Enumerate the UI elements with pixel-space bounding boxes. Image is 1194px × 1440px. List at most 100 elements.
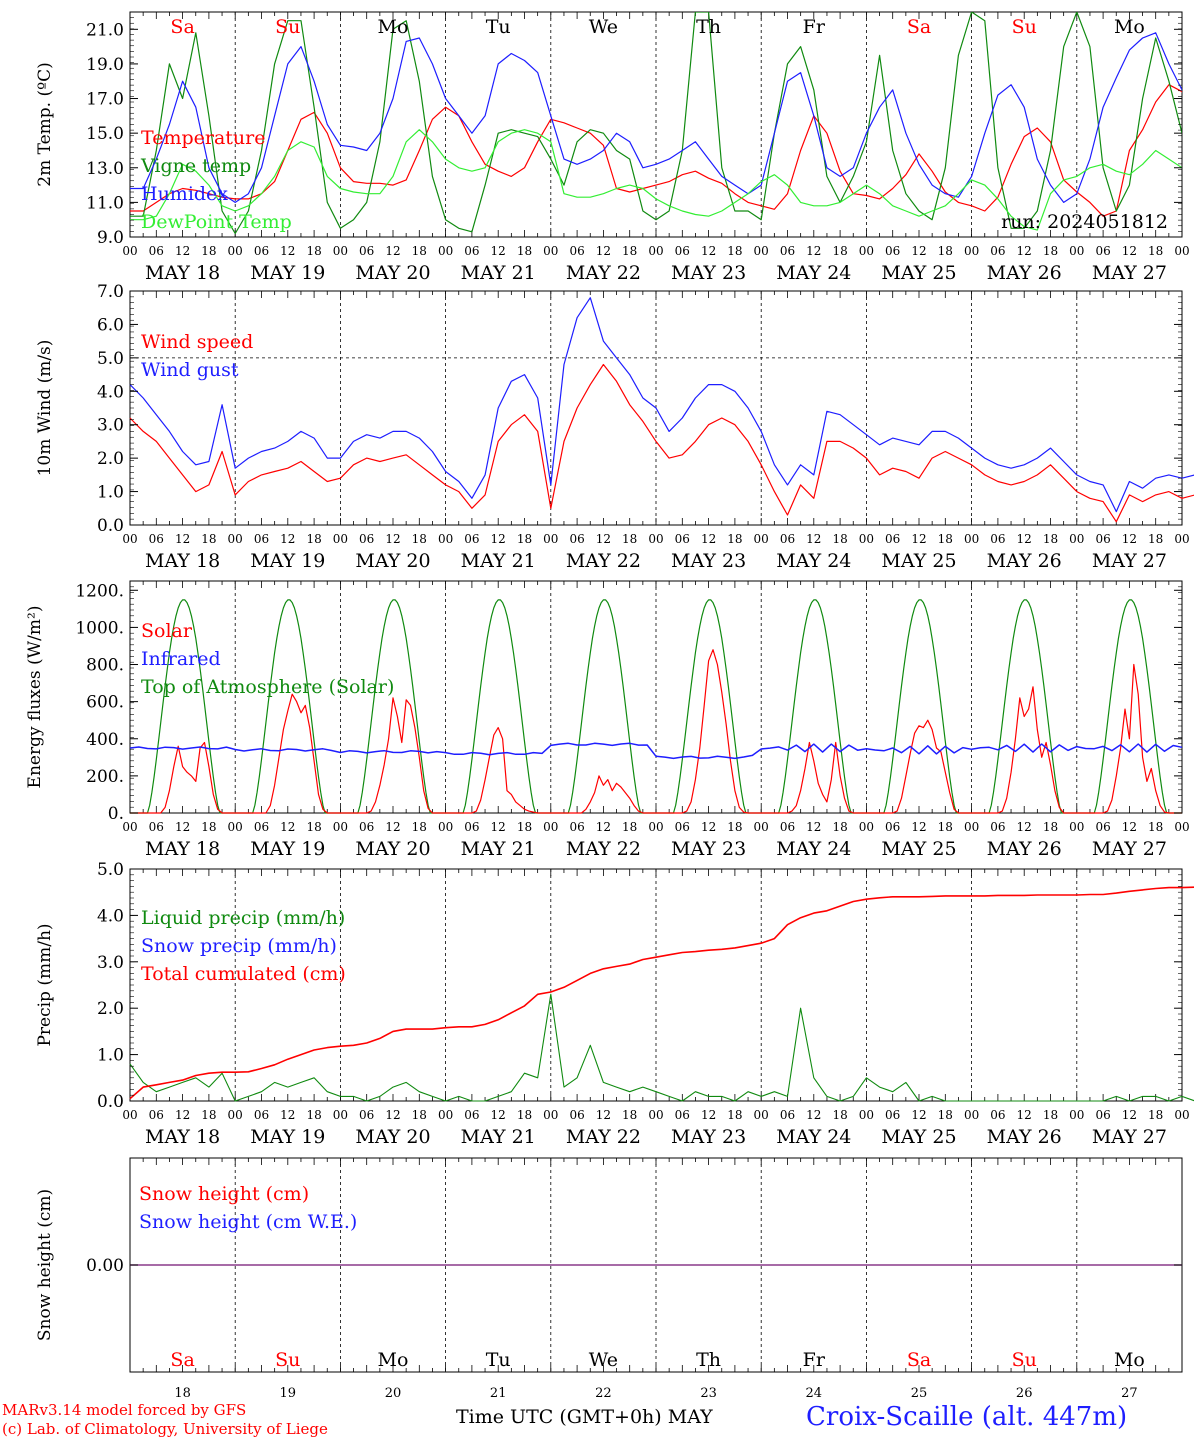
x-day-label: MAY 21 — [461, 550, 536, 572]
x-hour-label: 12 — [806, 1108, 821, 1122]
x-day-label: MAY 26 — [987, 262, 1062, 284]
x-hour-label: 12 — [596, 532, 611, 546]
y-tick-label: 3.0 — [97, 953, 124, 973]
x-hour-label: 06 — [990, 532, 1005, 546]
x-hour-label: 18 — [306, 244, 321, 258]
x-hour-label: 00 — [228, 532, 243, 546]
legend-entry: Snow height (cm W.E.) — [139, 1211, 357, 1233]
x-hour-label: 18 — [412, 244, 427, 258]
weekday-label: Sa — [170, 1349, 194, 1371]
y-tick-label: 2.0 — [97, 449, 124, 469]
x-hour-label: 00 — [543, 820, 558, 834]
x-hour-label: 18 — [201, 820, 216, 834]
weekday-label: Su — [275, 16, 300, 38]
weekday-label: Su — [275, 1349, 300, 1371]
x-hour-label: 00 — [754, 820, 769, 834]
weekday-label: Sa — [907, 1349, 931, 1371]
x-hour-label: 18 — [306, 532, 321, 546]
x-hour-label: 06 — [254, 244, 269, 258]
x-day-label: MAY 19 — [250, 550, 325, 572]
series-temperature — [130, 84, 1182, 217]
time-axis-month: MAY — [667, 1406, 713, 1428]
time-axis-text: Time UTC (GMT+0h) — [456, 1406, 662, 1428]
series-wind-gust — [129, 297, 1194, 513]
y-tick-label: 21.0 — [86, 20, 124, 40]
x-hour-label: 00 — [859, 1108, 874, 1122]
x-hour-label: 18 — [1148, 532, 1163, 546]
x-hour-label: 00 — [1174, 532, 1189, 546]
x-hour-label: 18 — [938, 820, 953, 834]
series-group — [130, 12, 1182, 235]
weekday-label: Sa — [907, 16, 931, 38]
x-hour-label: 06 — [569, 532, 584, 546]
x-hour-label: 06 — [359, 244, 374, 258]
x-hour-label: 12 — [1017, 820, 1032, 834]
x-hour-label: 12 — [1017, 532, 1032, 546]
x-hour-label: 12 — [491, 820, 506, 834]
x-hour-label: 12 — [280, 532, 295, 546]
x-hour-label: 06 — [464, 1108, 479, 1122]
x-hour-label: 00 — [1174, 244, 1189, 258]
x-hour-label: 12 — [385, 820, 400, 834]
x-hour-label: 12 — [1017, 1108, 1032, 1122]
x-day-label: MAY 21 — [461, 262, 536, 284]
series-liquid-precip-mm-h- — [129, 993, 1194, 1102]
x-hour-label: 06 — [1095, 532, 1110, 546]
y-axis-label: Precip (mm/h) — [35, 923, 55, 1046]
x-day-label: MAY 27 — [1092, 838, 1167, 860]
x-day-label: MAY 18 — [145, 262, 220, 284]
x-day-label: MAY 19 — [250, 838, 325, 860]
x-hour-label: 00 — [122, 532, 137, 546]
x-hour-label: 06 — [675, 1108, 690, 1122]
weekday-label: Tu — [486, 1349, 511, 1371]
x-day-label: MAY 22 — [566, 262, 641, 284]
day-number-label: 19 — [280, 1386, 297, 1401]
x-day-label: MAY 20 — [355, 550, 430, 572]
x-hour-label: 00 — [1069, 532, 1084, 546]
weekday-label: Su — [1012, 1349, 1037, 1371]
time-axis-label: Time UTC (GMT+0h) MAY — [456, 1406, 713, 1428]
x-hour-label: 18 — [832, 1108, 847, 1122]
x-hour-label: 18 — [412, 532, 427, 546]
legend-entry: Snow height (cm) — [139, 1183, 309, 1205]
x-hour-label: 00 — [648, 1108, 663, 1122]
legend-entry: Snow precip (mm/h) — [141, 935, 337, 957]
x-hour-label: 12 — [385, 1108, 400, 1122]
legend-entry: Humidex — [141, 183, 228, 205]
legend-entry: Liquid precip (mm/h) — [141, 907, 345, 929]
x-day-label: MAY 24 — [776, 1126, 851, 1148]
y-tick-label: 0.0 — [97, 1092, 124, 1112]
x-hour-label: 12 — [701, 820, 716, 834]
x-day-label: MAY 25 — [881, 550, 956, 572]
x-hour-label: 06 — [149, 820, 164, 834]
x-day-label: MAY 21 — [461, 838, 536, 860]
series-wind-speed — [129, 363, 1194, 523]
x-hour-label: 00 — [1069, 820, 1084, 834]
x-day-label: MAY 25 — [881, 262, 956, 284]
panel-2: 7.0 6.0 5.0 4.0 3.0 2.0 1.0 0.0 10m Wind (m/s) 00… — [35, 282, 1194, 572]
x-hour-label: 00 — [859, 820, 874, 834]
x-day-label: MAY 25 — [881, 838, 956, 860]
y-tick-label: 7.0 — [97, 282, 124, 302]
day-number-label: 23 — [700, 1386, 717, 1401]
x-hour-label: 00 — [543, 244, 558, 258]
x-hour-label: 18 — [517, 820, 532, 834]
x-hour-label: 18 — [1148, 820, 1163, 834]
y-tick-label: 1000. — [75, 618, 124, 638]
weekday-label: Mo — [1114, 16, 1145, 38]
y-tick-label: 1.0 — [97, 483, 124, 503]
y-tick-label: 0. — [108, 804, 124, 824]
y-tick-label: 2.0 — [97, 999, 124, 1019]
legend-entry: Total cumulated (cm) — [141, 963, 346, 985]
x-hour-label: 00 — [648, 244, 663, 258]
x-hour-label: 06 — [780, 820, 795, 834]
weekday-label: Mo — [378, 1349, 409, 1371]
x-hour-label: 18 — [832, 244, 847, 258]
x-day-label: MAY 22 — [566, 1126, 641, 1148]
x-hour-label: 06 — [885, 532, 900, 546]
weekday-label: Su — [1012, 16, 1037, 38]
x-hour-label: 12 — [280, 1108, 295, 1122]
x-hour-label: 12 — [596, 1108, 611, 1122]
x-hour-label: 12 — [911, 820, 926, 834]
x-day-label: MAY 23 — [671, 1126, 746, 1148]
